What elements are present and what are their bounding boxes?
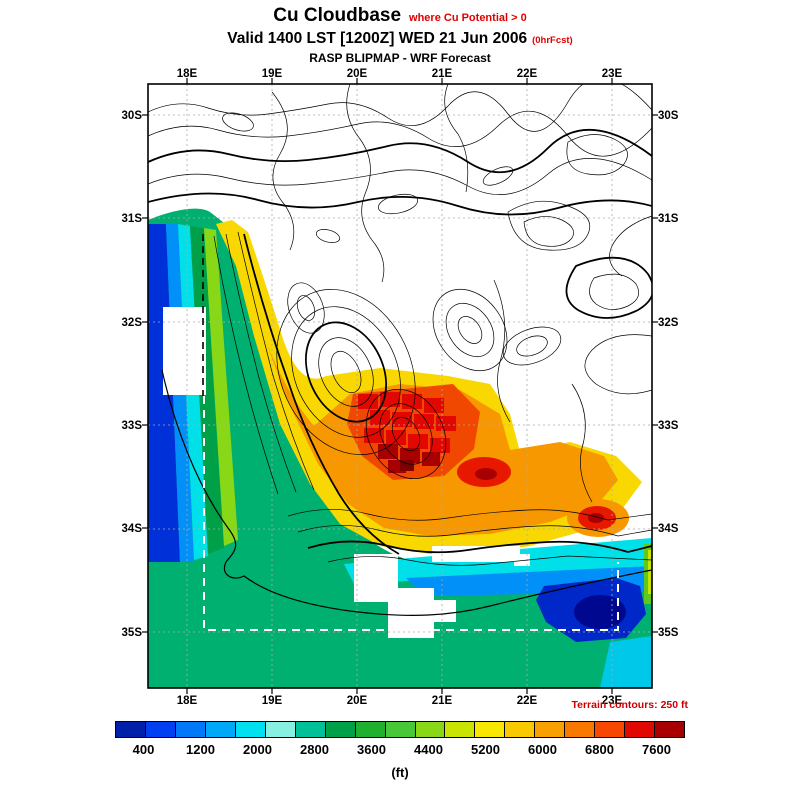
coastline [161,369,652,616]
colorbar-cell [234,722,265,737]
axis-ticks [142,78,658,694]
colorbar-label: 400 [132,742,155,757]
title-block: Cu Cloudbase where Cu Potential > 0 Valid… [0,5,800,65]
valid-line: Valid 1400 LST [1200Z] WED 21 Jun 2006 (0… [0,30,800,48]
x-tick-label: 22E [517,695,538,707]
colorbar-cell [564,722,595,737]
fill-southcoast-navy-core [574,595,626,629]
title-line: Cu Cloudbase where Cu Potential > 0 [0,5,800,27]
fill-rightedge-yellow-sliver [648,550,652,594]
colorbar-label: 6800 [585,742,614,757]
fill-coast-yellowgreen-band [204,228,238,546]
chart-title-note: where Cu Potential > 0 [409,12,527,24]
colorbar-label: 2000 [243,742,272,757]
colorbar-cell [294,722,325,737]
y-tick-label: 30S [122,110,143,122]
y-tick-label: 30S [658,110,679,122]
axis-labels: 18E 19E 20E 21E 22E 23E 18E 19E 20E 21E … [122,68,679,707]
x-tick-label: 20E [347,68,368,80]
colorbar-cell [384,722,415,737]
colorbar-cell [204,722,235,737]
y-tick-label: 34S [122,523,143,535]
x-tick-label: 21E [432,68,453,80]
colorbar-label: 2800 [300,742,329,757]
colorbar-cell [624,722,655,737]
forecast-hour-note: (0hrFcst) [532,34,573,46]
colorbar-cell [144,722,175,737]
y-tick-label: 35S [122,627,143,639]
colorbar-cell [654,722,685,737]
y-tick-label: 31S [122,213,143,225]
x-tick-label: 19E [262,68,283,80]
fill-red-raster-cells [358,392,456,473]
colorbar-cell [414,722,445,737]
colorbar-label: 6000 [528,742,557,757]
y-tick-label: 33S [122,420,143,432]
x-tick-label: 20E [347,695,368,707]
colorbar-label: 3600 [357,742,386,757]
colorbar-cell [594,722,625,737]
colorbar-cell [324,722,355,737]
y-tick-label: 33S [658,420,679,432]
x-tick-label: 18E [177,68,198,80]
colorbar-cell [264,722,295,737]
x-tick-label: 18E [177,695,198,707]
colorbar-cell [444,722,475,737]
colorbar-cell [174,722,205,737]
x-tick-label: 19E [262,695,283,707]
y-tick-label: 35S [658,627,679,639]
colorbar-cell [534,722,565,737]
map-frame [147,83,653,689]
colorbar-cell [116,722,145,737]
grid-lines [148,84,652,688]
fill-bottomright-cyan [600,636,652,688]
colorbar [115,721,685,738]
x-tick-label: 23E [602,695,623,707]
colorbar-unit: (ft) [391,765,409,780]
colorbar-cell [354,722,385,737]
x-tick-label: 22E [517,68,538,80]
x-tick-label: 21E [432,695,453,707]
colorbar-label: 7600 [642,742,671,757]
domain-boundary-dashed [202,234,619,631]
colorbar-label: 1200 [186,742,215,757]
terrain-contours-note: Terrain contours: 250 ft [571,699,689,711]
y-tick-label: 32S [122,317,143,329]
terrain-contours [148,84,652,566]
y-tick-label: 34S [658,523,679,535]
fill-darkred-core-2 [475,468,497,480]
colorbar-cell [474,722,505,737]
x-tick-label: 23E [602,68,623,80]
chart-title: Cu Cloudbase [273,5,402,26]
map-plot-area [148,84,652,688]
colorbar-labels: 400 1200 2000 2800 3600 4400 5200 6000 6… [115,742,685,757]
valid-time: Valid 1400 LST [1200Z] WED 21 Jun 2006 [227,29,528,47]
model-subtitle: RASP BLIPMAP - WRF Forecast [309,50,491,65]
colorbar-cell [504,722,535,737]
colorbar-label: 5200 [471,742,500,757]
y-tick-label: 31S [658,213,679,225]
y-tick-label: 32S [658,317,679,329]
colorbar-label: 4400 [414,742,443,757]
